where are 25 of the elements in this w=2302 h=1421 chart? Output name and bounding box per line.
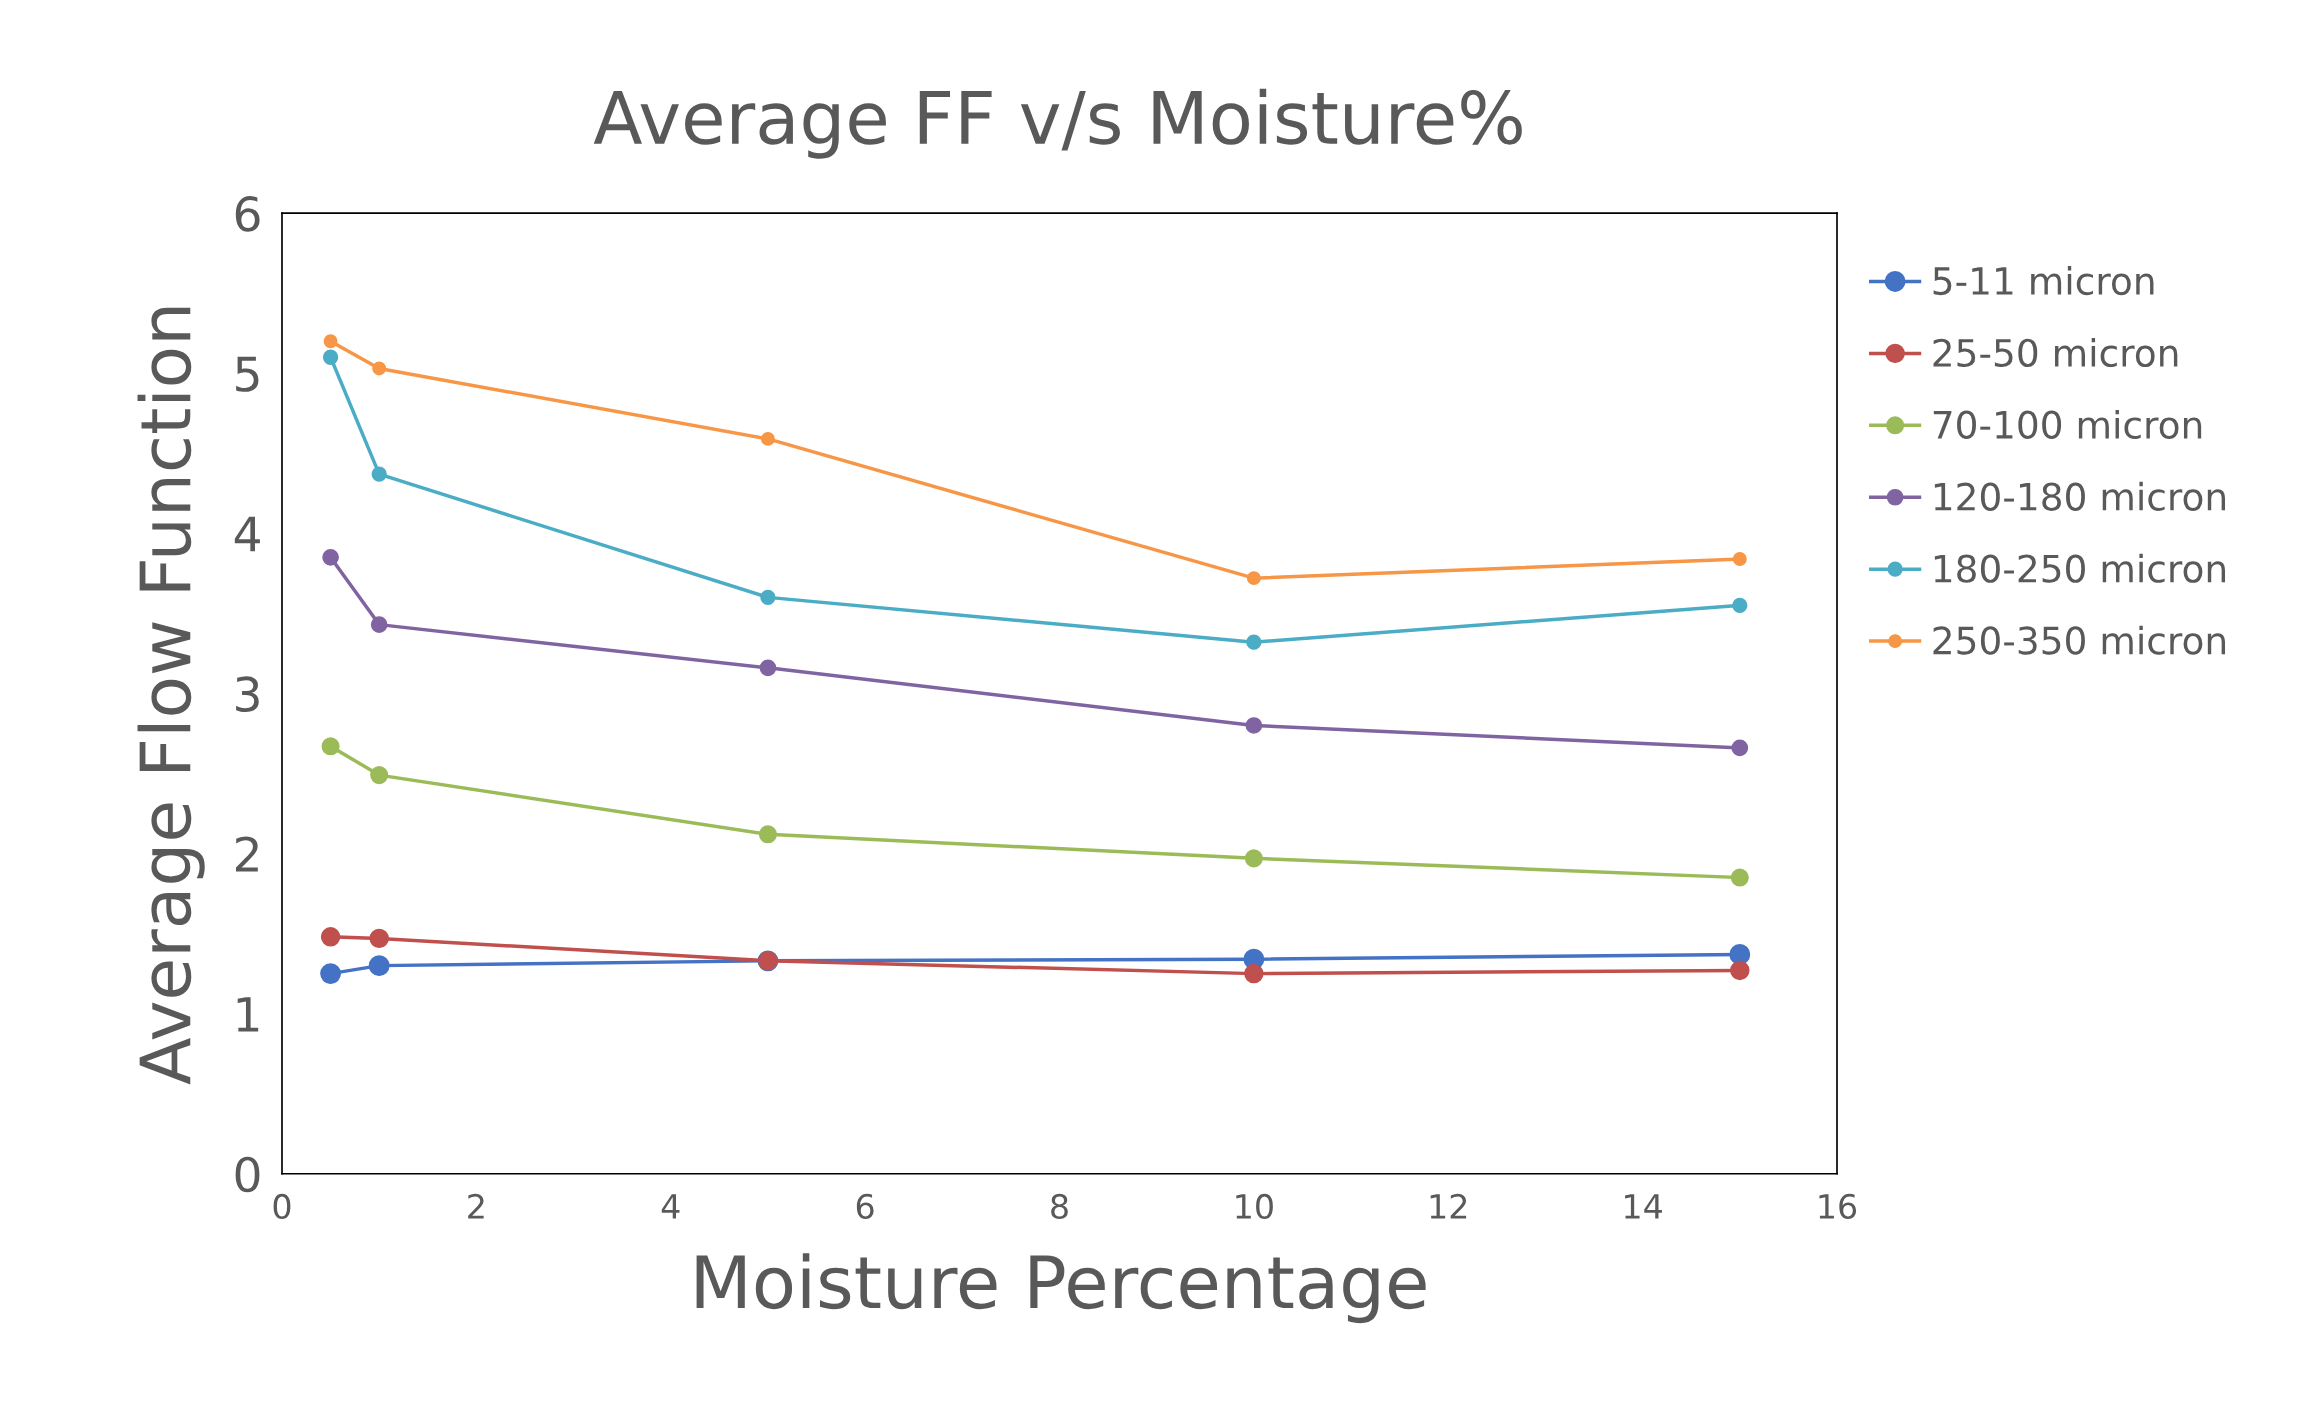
chart-title: Average FF v/s Moisture% — [593, 88, 1522, 159]
y-tick-label: 4 — [234, 516, 260, 552]
x-tick-label: 4 — [661, 1194, 680, 1219]
y-tick-label: 6 — [235, 196, 260, 232]
y-tick-label: 1 — [237, 997, 259, 1032]
y-axis-title: Average Flow Function — [137, 307, 205, 1085]
x-tick-label: 2 — [468, 1193, 484, 1219]
y-tick-label: 3 — [236, 676, 259, 713]
y-tick-label: 2 — [235, 836, 258, 872]
x-tick-label: 14 — [1625, 1194, 1662, 1219]
x-tick-label: 8 — [1051, 1193, 1068, 1219]
x-tick-label: 16 — [1819, 1193, 1857, 1219]
legend-label: 120-180 micron — [1934, 481, 2226, 511]
x-tick-label: 6 — [856, 1193, 874, 1219]
legend-label: 250-350 micron — [1933, 625, 2226, 655]
legend-label: 70-100 micron — [1933, 409, 2202, 439]
y-tick-label: 5 — [236, 356, 259, 392]
legend-label: 180-250 micron — [1934, 553, 2226, 583]
x-tick-label: 12 — [1430, 1193, 1467, 1219]
legend-label: 5-11 micron — [1933, 266, 2154, 296]
x-axis-title: Moisture Percentage — [696, 1253, 1426, 1324]
legend-label: 25-50 micron — [1933, 338, 2178, 368]
x-tick-label: 10 — [1236, 1193, 1273, 1219]
x-tick-label: 0 — [273, 1193, 291, 1219]
y-tick-label: 0 — [235, 1156, 260, 1193]
